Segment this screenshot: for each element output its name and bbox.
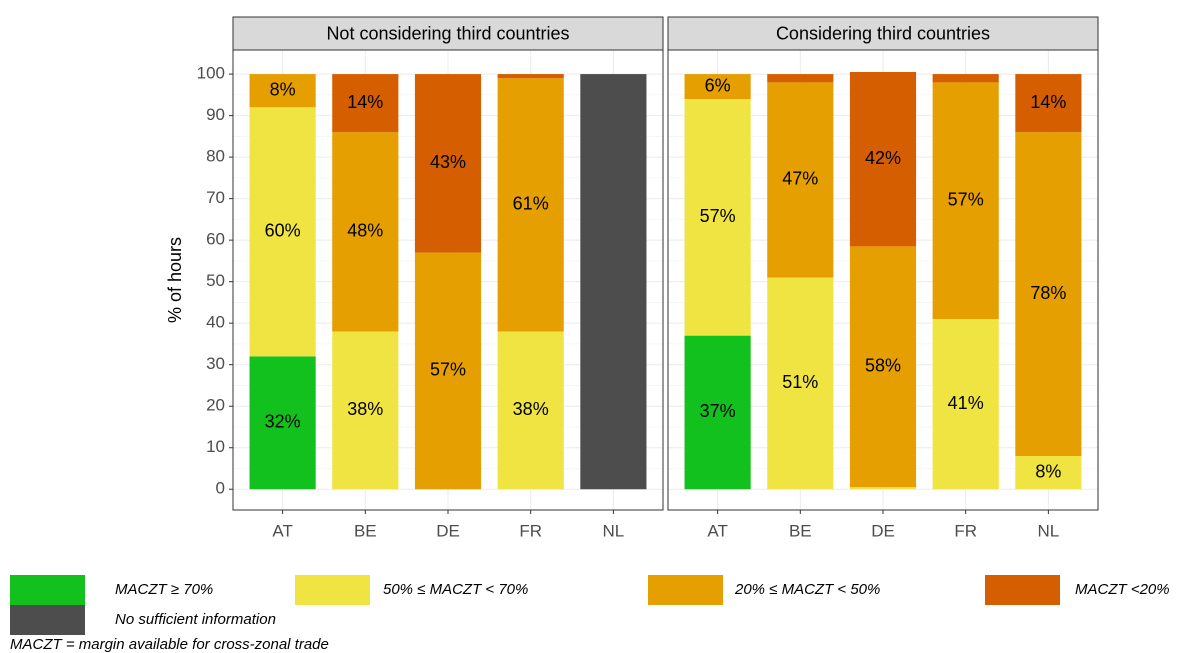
x-tick-label: BE bbox=[354, 521, 377, 540]
data-label: 41% bbox=[948, 393, 984, 413]
x-tick-label: FR bbox=[519, 521, 542, 540]
bar-segment bbox=[497, 78, 564, 332]
y-tick-label: 100 bbox=[197, 64, 225, 83]
facet-title: Considering third countries bbox=[776, 23, 990, 43]
data-label: 57% bbox=[430, 360, 466, 380]
bar-segment bbox=[497, 331, 564, 490]
bar-segment bbox=[767, 277, 834, 490]
footnote: MACZT = margin available for cross-zonal… bbox=[10, 636, 329, 653]
legend-label: MACZT <20% bbox=[1075, 581, 1170, 598]
x-tick-label: BE bbox=[789, 521, 812, 540]
data-label: 57% bbox=[700, 206, 736, 226]
data-label: 57% bbox=[948, 189, 984, 209]
bar-segment bbox=[932, 74, 999, 83]
x-tick-label: DE bbox=[436, 521, 460, 540]
bar-segment bbox=[249, 74, 316, 108]
bar-segment bbox=[849, 72, 917, 247]
x-tick-label: FR bbox=[954, 521, 977, 540]
legend-swatch bbox=[985, 575, 1060, 605]
x-tick-label: DE bbox=[871, 521, 895, 540]
data-label: 37% bbox=[700, 401, 736, 421]
bar-segment bbox=[580, 74, 647, 490]
data-label: 43% bbox=[430, 152, 466, 172]
bar-segment bbox=[1015, 74, 1082, 133]
legend-swatch bbox=[295, 575, 370, 605]
legend-label: 20% ≤ MACZT < 50% bbox=[734, 581, 880, 598]
y-tick-label: 10 bbox=[206, 437, 225, 456]
bar-segment bbox=[332, 132, 399, 332]
facet-title: Not considering third countries bbox=[326, 23, 569, 43]
data-label: 38% bbox=[347, 399, 383, 419]
bar-segment bbox=[332, 331, 399, 490]
bar-segment bbox=[332, 74, 399, 133]
panel-border bbox=[232, 49, 664, 511]
y-tick-label: 80 bbox=[206, 147, 225, 166]
data-label: 51% bbox=[782, 372, 818, 392]
legend-swatch bbox=[10, 575, 85, 605]
bar-segment bbox=[497, 74, 564, 79]
bar-segment bbox=[932, 82, 999, 320]
bar-segment bbox=[1015, 456, 1082, 490]
data-label: 38% bbox=[513, 399, 549, 419]
x-tick-label: AT bbox=[272, 521, 292, 540]
data-label: 48% bbox=[347, 221, 383, 241]
bar-segment bbox=[932, 319, 999, 490]
bar-segment bbox=[249, 107, 316, 357]
y-tick-label: 90 bbox=[206, 105, 225, 124]
y-tick-label: 0 bbox=[216, 479, 225, 498]
panel-border bbox=[667, 49, 1099, 511]
x-tick-label: NL bbox=[603, 521, 625, 540]
y-tick-label: 40 bbox=[206, 313, 225, 332]
data-label: 78% bbox=[1030, 283, 1066, 303]
data-label: 14% bbox=[1030, 92, 1066, 112]
bar-segment bbox=[849, 487, 917, 490]
data-label: 8% bbox=[1035, 461, 1061, 481]
legend-swatch bbox=[10, 605, 85, 635]
legend-label: No sufficient information bbox=[115, 611, 276, 628]
bar-segment bbox=[1015, 132, 1082, 457]
bar-segment bbox=[767, 82, 834, 278]
x-tick-label: AT bbox=[707, 521, 727, 540]
y-tick-label: 20 bbox=[206, 396, 225, 415]
bar-segment bbox=[684, 98, 751, 336]
y-tick-label: 60 bbox=[206, 230, 225, 249]
legend-label: 50% ≤ MACZT < 70% bbox=[383, 581, 528, 598]
bar-segment bbox=[249, 356, 316, 490]
data-label: 58% bbox=[865, 356, 901, 376]
bar-segment bbox=[849, 246, 917, 488]
bar-segment bbox=[414, 74, 482, 253]
data-label: 8% bbox=[270, 79, 296, 99]
data-label: 6% bbox=[705, 75, 731, 95]
x-tick-label: NL bbox=[1038, 521, 1060, 540]
y-tick-label: 30 bbox=[206, 354, 225, 373]
data-label: 42% bbox=[865, 148, 901, 168]
y-axis-label: % of hours bbox=[165, 237, 185, 323]
data-label: 61% bbox=[513, 194, 549, 214]
strip bbox=[232, 16, 664, 51]
bar-segment bbox=[684, 74, 751, 99]
strip bbox=[667, 16, 1099, 51]
bar-segment bbox=[414, 252, 482, 490]
legend-label: MACZT ≥ 70% bbox=[115, 581, 213, 598]
bar-segment bbox=[684, 335, 751, 490]
data-label: 47% bbox=[782, 169, 818, 189]
y-tick-label: 50 bbox=[206, 271, 225, 290]
data-label: 32% bbox=[265, 412, 301, 432]
data-label: 60% bbox=[265, 221, 301, 241]
legend-swatch bbox=[648, 575, 723, 605]
data-label: 14% bbox=[347, 92, 383, 112]
bar-segment bbox=[767, 74, 834, 83]
y-tick-label: 70 bbox=[206, 188, 225, 207]
